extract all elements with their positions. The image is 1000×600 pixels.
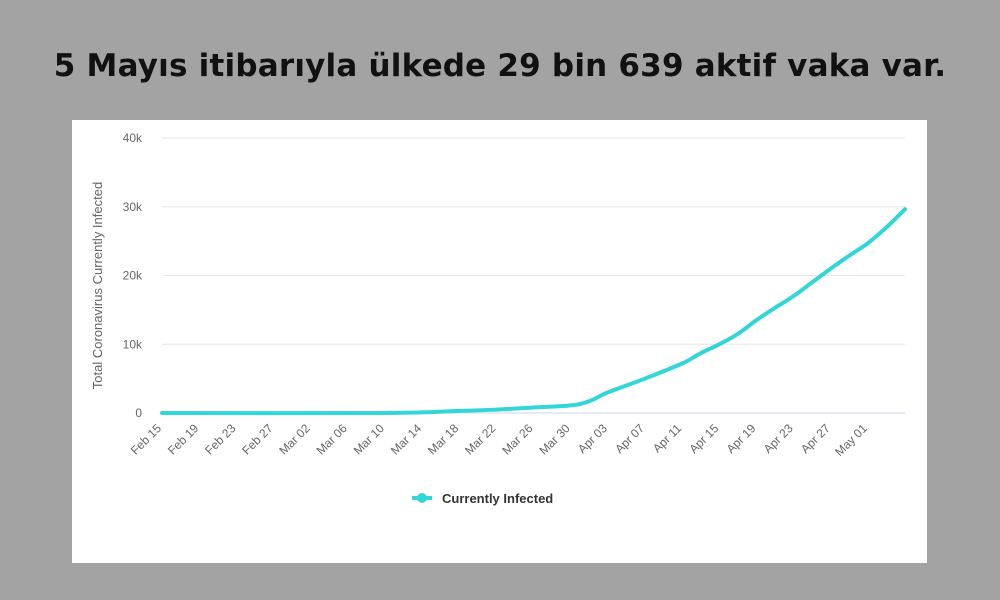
x-tick-label: Apr 03 [575,421,610,456]
legend[interactable]: Currently Infected [412,491,553,506]
x-tick-label: Feb 15 [128,421,165,458]
x-tick-label: Feb 27 [239,421,276,458]
y-tick-label: 10k [123,337,143,351]
grid-lines [162,137,905,414]
x-tick-label: Apr 11 [650,421,685,456]
x-tick-label: Mar 10 [351,421,388,458]
y-tick-label: 20k [123,269,143,283]
x-tick-label: Apr 23 [761,421,796,456]
x-tick-label: Apr 27 [798,421,833,456]
y-axis-label: Total Coronavirus Currently Infected [90,182,105,389]
y-tick-label: 30k [123,200,143,214]
x-tick-label: Mar 14 [388,421,425,458]
series-line-currently-infected[interactable] [160,207,907,416]
x-tick-label: Mar 30 [536,421,573,458]
x-tick-label: Mar 06 [314,421,351,458]
chart-panel: 0 10k 20k 30k 40k Feb 15 Feb 19 Feb 23 Feb 27 Ma… [72,120,927,563]
x-tick-label: Feb 19 [165,421,202,458]
x-axis-ticks: Feb 15 Feb 19 Feb 23 Feb 27 Mar 02 Mar 06 Mar … [128,421,870,459]
y-axis-ticks: 0 10k 20k 30k 40k [123,131,143,420]
x-tick-label: Mar 18 [425,421,462,458]
x-tick-label: Mar 22 [462,421,499,458]
y-tick-label: 0 [135,406,142,420]
x-tick-label: Apr 19 [724,421,759,456]
legend-label: Currently Infected [442,491,553,506]
y-tick-label: 40k [123,131,143,145]
headline: 5 Mayıs itibarıyla ülkede 29 bin 639 akt… [53,48,947,84]
x-tick-label: Apr 07 [612,421,647,456]
x-tick-label: Mar 02 [276,421,313,458]
x-tick-label: Feb 23 [202,421,239,458]
x-tick-label: Apr 15 [686,421,721,456]
series-lines [160,207,907,416]
x-tick-label: Mar 26 [499,421,536,458]
x-tick-label: May 01 [832,421,870,459]
legend-swatch-marker [417,493,427,503]
